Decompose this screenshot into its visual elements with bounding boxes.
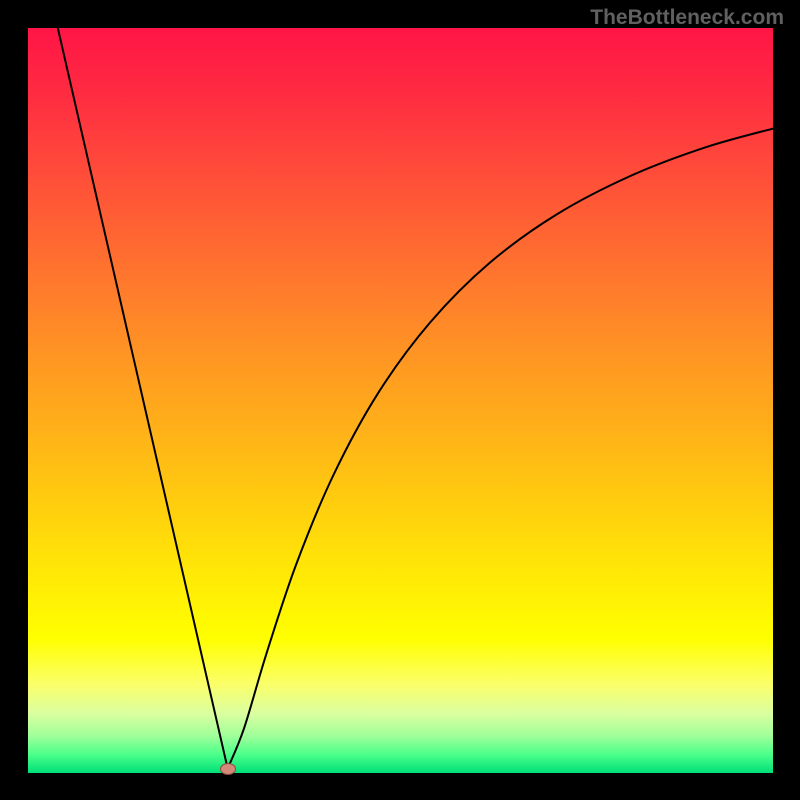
bottleneck-curve xyxy=(58,28,773,769)
curve-svg xyxy=(28,28,773,773)
optimum-marker xyxy=(220,763,236,775)
watermark-text: TheBottleneck.com xyxy=(590,6,784,30)
plot-area xyxy=(28,28,773,773)
